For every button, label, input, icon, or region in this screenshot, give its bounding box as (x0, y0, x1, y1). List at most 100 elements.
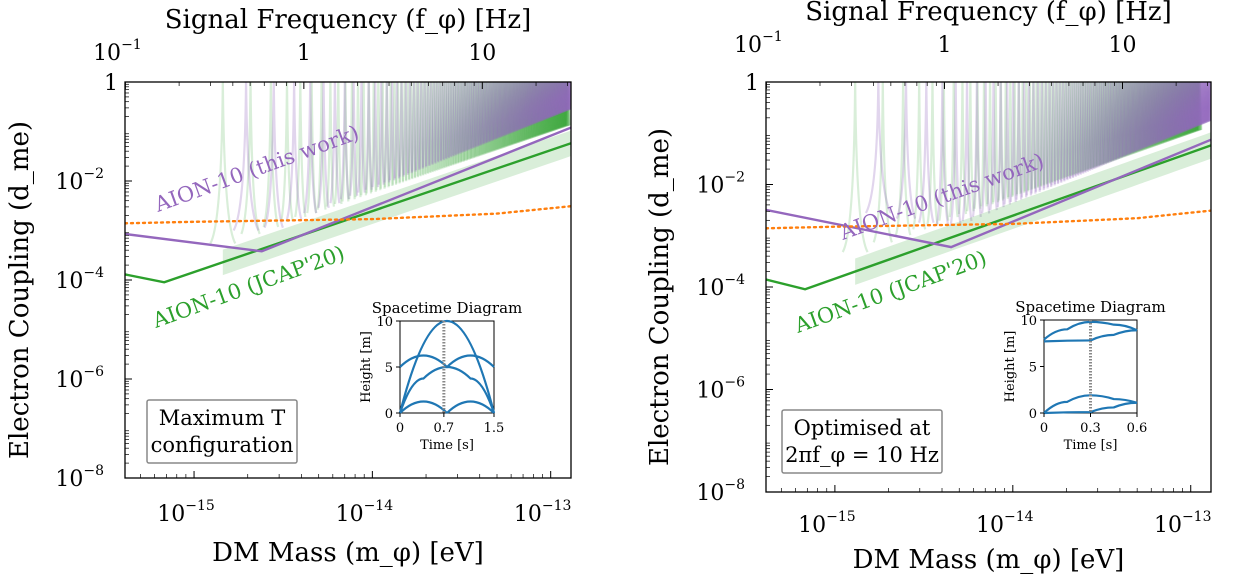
resonance-peak (418, 82, 424, 169)
resonance-peak (1185, 82, 1191, 135)
resonance-peak (1173, 82, 1179, 135)
resonance-peak (565, 82, 571, 110)
resonance-peak (294, 82, 307, 218)
resonance-peak (538, 82, 544, 121)
resonance-peak (1181, 82, 1188, 132)
resonance-peak (1201, 82, 1207, 124)
resonance-peak (1144, 82, 1150, 149)
resonance-peak (557, 82, 563, 114)
resonance-peak (554, 82, 560, 130)
resonance-peak (348, 82, 359, 196)
resonance-peak (488, 82, 494, 152)
resonance-peak (1121, 82, 1127, 157)
resonance-peak (552, 82, 558, 130)
resonance-peak (1142, 82, 1148, 150)
x-tick-label-exp: −15 (826, 509, 856, 525)
resonance-peak (1015, 82, 1022, 195)
resonance-peak (1058, 82, 1064, 180)
resonance-peak (1171, 82, 1177, 136)
resonance-peak (1191, 82, 1197, 132)
resonance-peak (1147, 82, 1153, 146)
resonance-peak (476, 82, 483, 146)
y-tick-label-exp: −6 (83, 364, 104, 380)
resonance-peak (971, 82, 982, 218)
resonance-peak (425, 82, 431, 167)
y-tick-label-exp: −8 (83, 463, 104, 479)
top-tick-label: 1 (297, 41, 311, 66)
resonance-peak (1115, 82, 1122, 159)
resonance-peak (558, 82, 564, 113)
inset-y-tick-label: 5 (385, 361, 393, 376)
resonance-peak (540, 82, 547, 120)
resonance-peak (448, 82, 454, 166)
resonance-peak (1063, 82, 1069, 181)
resonance-peak (517, 82, 523, 130)
resonance-peak (402, 82, 408, 182)
resonance-peak (1178, 82, 1184, 133)
resonance-peak (1186, 82, 1192, 130)
y-tick-label: 1 (745, 71, 759, 96)
resonance-peak (1144, 82, 1151, 149)
resonance-peak (554, 82, 560, 130)
resonance-peak (1076, 82, 1082, 173)
resonance-peak (1169, 82, 1175, 137)
resonance-peak (1046, 82, 1053, 187)
resonance-peak (511, 82, 517, 132)
resonance-peak (535, 82, 541, 122)
resonance-peak (414, 82, 421, 171)
resonance-peak (1150, 82, 1156, 147)
resonance-peak (1193, 82, 1199, 132)
resonance-peak (497, 82, 503, 149)
resonance-peak (553, 82, 559, 130)
resonance-peak (379, 82, 386, 189)
resonance-peak (1109, 82, 1115, 162)
resonance-peak (1094, 82, 1100, 167)
resonance-peak (1192, 82, 1199, 132)
resonance-peak (462, 82, 468, 152)
resonance-peak (565, 82, 571, 126)
resonance-peak (1194, 82, 1200, 131)
resonance-peak (1195, 82, 1201, 126)
resonance-peak (1182, 82, 1189, 135)
resonance-peak (1188, 82, 1194, 129)
resonance-peak (543, 82, 549, 119)
resonance-peak (1120, 82, 1126, 158)
resonance-peak (370, 82, 377, 192)
resonance-peak (1064, 82, 1071, 177)
resonance-peak (510, 82, 516, 145)
resonance-peak (516, 82, 522, 143)
resonance-peak (1200, 82, 1206, 124)
resonance-peak (1177, 82, 1183, 137)
resonance-peak (1207, 82, 1211, 121)
resonance-peak (388, 82, 396, 181)
y-tick-label-base: 10 (55, 269, 83, 294)
resonance-peak (864, 82, 892, 214)
purple-envelope-line (766, 138, 1211, 249)
y-tick-label: 10−8 (55, 463, 104, 492)
resonance-peak (557, 82, 563, 114)
resonance-peak (1134, 82, 1140, 153)
resonance-peak (1083, 82, 1089, 171)
resonance-peak (1178, 82, 1184, 137)
resonance-peak (484, 82, 490, 154)
resonance-peak (1143, 82, 1149, 149)
resonance-peak (531, 82, 537, 124)
top-tick-label-base: 10 (93, 41, 121, 66)
resonance-peak (467, 82, 473, 160)
resonance-peak (560, 82, 566, 128)
resonance-peak (1107, 82, 1114, 162)
resonance-peak (1176, 82, 1182, 138)
resonance-peak (507, 82, 513, 134)
resonance-peak (1164, 82, 1170, 139)
resonance-peak (1071, 82, 1077, 175)
inset-x-tick-label: 0 (396, 421, 404, 436)
resonance-peak (426, 82, 432, 173)
resonance-peak (547, 82, 553, 118)
resonance-peak (1183, 82, 1189, 131)
resonance-peak (1062, 82, 1068, 178)
resonance-peak (1023, 82, 1030, 192)
resonance-peak (539, 82, 546, 135)
resonance-peak (563, 82, 569, 127)
resonance-peak (1199, 82, 1205, 124)
